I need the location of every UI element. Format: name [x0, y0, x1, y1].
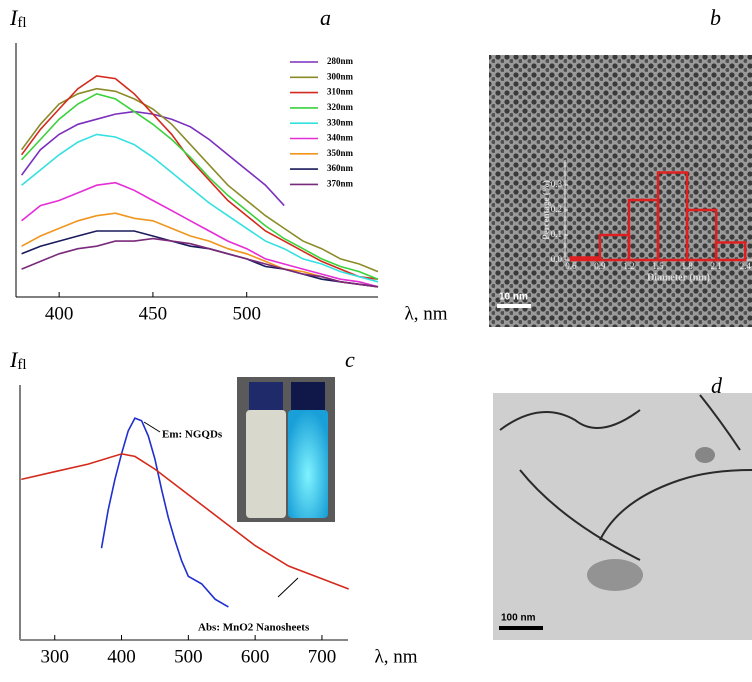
y-tick-label: 0.0 [551, 254, 563, 264]
x-axis-label: λ, nm [375, 646, 418, 667]
data-line [21, 92, 379, 280]
stain [695, 447, 715, 463]
y-axis-label-main: I [9, 347, 19, 372]
data-line [21, 230, 379, 288]
annotation-arrow [143, 421, 161, 433]
scale-bar [497, 304, 531, 308]
y-axis-label-sub: fl [17, 357, 26, 373]
sheet-edges [499, 394, 752, 561]
y-axis-label: Ifl [9, 5, 27, 31]
y-axis-label-main: I [9, 5, 19, 30]
x-tick-label: 400 [45, 303, 74, 324]
data-line [21, 453, 349, 590]
data-line [100, 417, 229, 608]
scale-bar-label: 10 nm [499, 292, 528, 303]
x-axis-label: Diameter (nm) [647, 272, 710, 283]
legend-label: 310nm [327, 87, 354, 97]
y-tick-label: 0.1 [551, 229, 562, 239]
legend-label: 280nm [327, 56, 354, 66]
bar [685, 208, 718, 262]
legend-label: 320nm [327, 102, 354, 112]
x-tick-label: 300 [40, 646, 69, 667]
x-tick-label: 1.2 [623, 261, 634, 271]
x-tick-label: 700 [308, 646, 337, 667]
vial-photo [237, 377, 335, 522]
y-axis-label: Percentage (%) [541, 180, 551, 240]
x-tick-label: 600 [241, 646, 270, 667]
micrograph [493, 393, 752, 640]
x-tick-label: 1.8 [681, 261, 693, 271]
data-line [20, 110, 285, 207]
x-tick-label: 500 [232, 303, 261, 324]
x-tick-label: 0.9 [594, 261, 606, 271]
legend-label: 360nm [327, 163, 354, 173]
x-tick-label: 450 [139, 303, 168, 324]
y-tick-label: 0.2 [551, 204, 562, 214]
panel-label: b [710, 5, 721, 30]
legend-label: 370nm [327, 178, 354, 188]
legend-label: 350nm [327, 148, 354, 158]
x-tick-label: 1.5 [652, 261, 664, 271]
data-line [21, 133, 379, 283]
bar [714, 241, 747, 262]
scale-bar [499, 626, 543, 630]
legend-label: 300nm [327, 71, 354, 81]
legend-label: 340nm [327, 133, 354, 143]
panel-label: a [320, 5, 331, 30]
data-line [20, 87, 379, 273]
x-tick-label: 2.4 [740, 261, 752, 271]
data-line [21, 237, 379, 288]
legend-label: 330nm [327, 117, 354, 127]
annotation-arrow [277, 577, 299, 598]
bar [569, 256, 602, 262]
micrograph [489, 55, 752, 327]
data-line [20, 75, 379, 280]
y-axis-label-sub: fl [17, 15, 26, 31]
stain [587, 559, 643, 591]
scale-bar-label: 100 nm [501, 613, 536, 624]
y-axis-label: Ifl [9, 347, 27, 373]
x-tick-label: 500 [174, 646, 203, 667]
data-line [21, 181, 379, 288]
annotation: Abs: MnO2 Nanosheets [198, 622, 310, 634]
x-axis-label: λ, nm [405, 303, 448, 324]
x-tick-label: 2.1 [711, 261, 722, 271]
panel-label: d [711, 373, 723, 398]
panel-label: c [345, 347, 355, 372]
y-tick-label: 0.3 [551, 179, 563, 189]
x-tick-label: 400 [107, 646, 136, 667]
x-tick-label: 0.6 [565, 261, 577, 271]
annotation: Em: NGQDs [162, 429, 223, 441]
